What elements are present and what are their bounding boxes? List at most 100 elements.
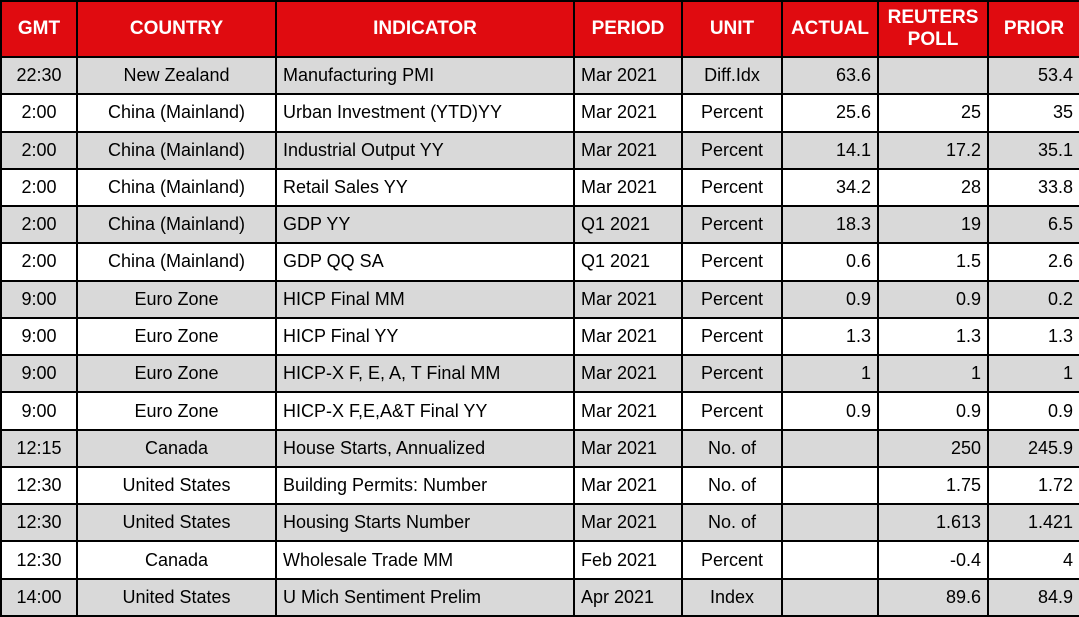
table-header: GMT COUNTRY INDICATOR PERIOD UNIT ACTUAL REUTE… <box>0 0 1079 58</box>
cell-indicator: House Starts, Annualized <box>275 428 575 468</box>
cell-actual: 1 <box>781 354 879 394</box>
cell-indicator: HICP Final MM <box>275 279 575 319</box>
table-row: 2:00 China (Mainland) Industrial Output YY… <box>0 130 1079 170</box>
cell-prior: 6.5 <box>987 205 1079 245</box>
cell-gmt: 2:00 <box>0 205 78 245</box>
table-row: 12:30 United States Building Permits: Numb… <box>0 465 1079 506</box>
cell-actual <box>781 577 879 617</box>
cell-unit: Percent <box>681 130 783 170</box>
column-header-actual: ACTUAL <box>781 0 879 58</box>
cell-gmt: 12:30 <box>0 540 78 580</box>
cell-period: Mar 2021 <box>573 391 683 431</box>
column-header-poll: REUTERS POLL <box>877 0 989 58</box>
cell-country: Euro Zone <box>76 279 277 319</box>
cell-country: China (Mainland) <box>76 242 277 282</box>
cell-country: Euro Zone <box>76 391 277 431</box>
cell-gmt: 12:30 <box>0 465 78 506</box>
cell-gmt: 9:00 <box>0 279 78 319</box>
cell-poll: 28 <box>877 167 989 208</box>
cell-country: New Zealand <box>76 55 277 96</box>
cell-country: Canada <box>76 428 277 468</box>
cell-period: Mar 2021 <box>573 503 683 543</box>
cell-poll <box>877 55 989 96</box>
column-header-period: PERIOD <box>573 0 683 58</box>
cell-actual <box>781 428 879 468</box>
cell-poll: 0.9 <box>877 279 989 319</box>
cell-indicator: GDP YY <box>275 205 575 245</box>
cell-indicator: Building Permits: Number <box>275 465 575 506</box>
cell-prior: 35 <box>987 93 1079 133</box>
cell-period: Feb 2021 <box>573 540 683 580</box>
cell-prior: 245.9 <box>987 428 1079 468</box>
table-row: 2:00 China (Mainland) Urban Investment (YT… <box>0 93 1079 133</box>
cell-poll: 1.5 <box>877 242 989 282</box>
cell-unit: Percent <box>681 354 783 394</box>
cell-prior: 1.3 <box>987 316 1079 357</box>
cell-unit: Percent <box>681 391 783 431</box>
table-row: 2:00 China (Mainland) Retail Sales YY Mar 2… <box>0 167 1079 208</box>
table-row: 2:00 China (Mainland) GDP YY Q1 2021 Percent… <box>0 205 1079 245</box>
cell-actual: 34.2 <box>781 167 879 208</box>
cell-poll: 1.75 <box>877 465 989 506</box>
table-row: 9:00 Euro Zone HICP-X F, E, A, T Final MM M… <box>0 354 1079 394</box>
cell-prior: 53.4 <box>987 55 1079 96</box>
cell-country: China (Mainland) <box>76 130 277 170</box>
column-header-gmt: GMT <box>0 0 78 58</box>
cell-country: China (Mainland) <box>76 205 277 245</box>
header-row: GMT COUNTRY INDICATOR PERIOD UNIT ACTUAL REUTE… <box>0 0 1079 58</box>
table-row: 14:00 United States U Mich Sentiment Preli… <box>0 577 1079 617</box>
cell-indicator: HICP-X F, E, A, T Final MM <box>275 354 575 394</box>
cell-period: Mar 2021 <box>573 428 683 468</box>
table-row: 22:30 New Zealand Manufacturing PMI Mar 202… <box>0 55 1079 96</box>
cell-indicator: Retail Sales YY <box>275 167 575 208</box>
column-header-prior: PRIOR <box>987 0 1079 58</box>
cell-period: Q1 2021 <box>573 242 683 282</box>
cell-unit: No. of <box>681 465 783 506</box>
cell-actual <box>781 503 879 543</box>
cell-poll: 89.6 <box>877 577 989 617</box>
cell-actual: 18.3 <box>781 205 879 245</box>
cell-country: China (Mainland) <box>76 167 277 208</box>
cell-prior: 0.9 <box>987 391 1079 431</box>
cell-indicator: Urban Investment (YTD)YY <box>275 93 575 133</box>
cell-country: China (Mainland) <box>76 93 277 133</box>
cell-period: Mar 2021 <box>573 130 683 170</box>
column-header-country: COUNTRY <box>76 0 277 58</box>
cell-gmt: 2:00 <box>0 242 78 282</box>
cell-prior: 35.1 <box>987 130 1079 170</box>
table-row: 9:00 Euro Zone HICP Final YY Mar 2021 Percen… <box>0 316 1079 357</box>
cell-poll: 250 <box>877 428 989 468</box>
table-row: 12:30 United States Housing Starts Number M… <box>0 503 1079 543</box>
cell-poll: 19 <box>877 205 989 245</box>
cell-indicator: HICP Final YY <box>275 316 575 357</box>
cell-period: Mar 2021 <box>573 93 683 133</box>
cell-actual: 0.9 <box>781 279 879 319</box>
cell-unit: Percent <box>681 242 783 282</box>
table-row: 9:00 Euro Zone HICP-X F,E,A&T Final YY Mar … <box>0 391 1079 431</box>
table-row: 12:15 Canada House Starts, Annualized Mar 2… <box>0 428 1079 468</box>
cell-actual: 14.1 <box>781 130 879 170</box>
cell-country: Canada <box>76 540 277 580</box>
cell-unit: Index <box>681 577 783 617</box>
cell-gmt: 14:00 <box>0 577 78 617</box>
cell-unit: Percent <box>681 167 783 208</box>
table-body: 22:30 New Zealand Manufacturing PMI Mar 202… <box>0 55 1079 617</box>
cell-gmt: 9:00 <box>0 316 78 357</box>
cell-unit: Percent <box>681 540 783 580</box>
cell-period: Mar 2021 <box>573 279 683 319</box>
cell-actual: 0.9 <box>781 391 879 431</box>
table-row: 2:00 China (Mainland) GDP QQ SA Q1 2021 Perc… <box>0 242 1079 282</box>
cell-indicator: HICP-X F,E,A&T Final YY <box>275 391 575 431</box>
cell-gmt: 9:00 <box>0 391 78 431</box>
column-header-indicator: INDICATOR <box>275 0 575 58</box>
cell-unit: Percent <box>681 279 783 319</box>
cell-indicator: Housing Starts Number <box>275 503 575 543</box>
table-row: 12:30 Canada Wholesale Trade MM Feb 2021 Per… <box>0 540 1079 580</box>
cell-indicator: U Mich Sentiment Prelim <box>275 577 575 617</box>
cell-unit: Percent <box>681 316 783 357</box>
cell-unit: Diff.Idx <box>681 55 783 96</box>
cell-prior: 1.72 <box>987 465 1079 506</box>
cell-actual: 25.6 <box>781 93 879 133</box>
